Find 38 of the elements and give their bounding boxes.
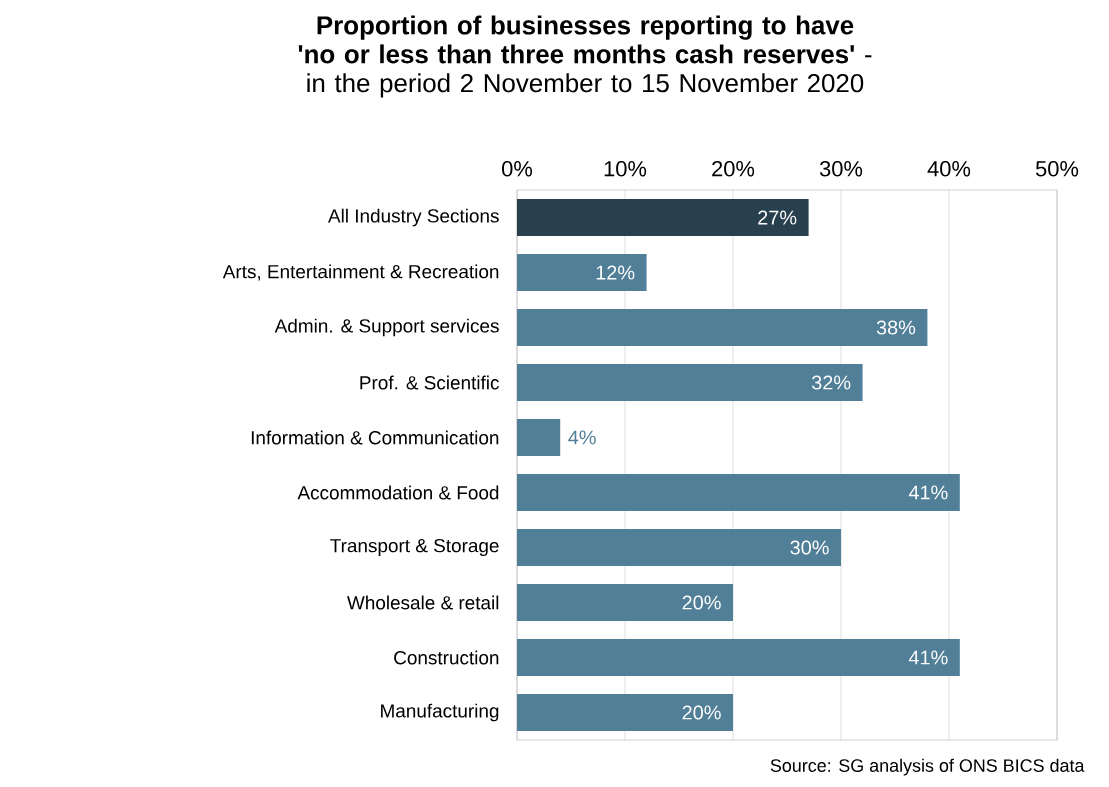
data-label: 30% bbox=[790, 540, 829, 555]
x-tick-label: 50% bbox=[1035, 160, 1079, 177]
data-label: 32% bbox=[811, 375, 851, 390]
data-label: 20% bbox=[682, 595, 721, 610]
x-tick-label: 0% bbox=[502, 160, 533, 177]
x-tick-label: 20% bbox=[712, 160, 755, 177]
data-label: 27% bbox=[758, 210, 797, 225]
y-tick-label: Accommodation & Food bbox=[297, 485, 499, 500]
chart-title: Proportion of businesses reporting to have 'no or less than three months cash reserves' - in the period 2 November to 15 November 2020 bbox=[298, 15, 872, 98]
bar bbox=[517, 474, 960, 511]
bar bbox=[517, 309, 928, 346]
data-label: 41% bbox=[908, 650, 948, 665]
bar bbox=[517, 419, 561, 456]
bar bbox=[517, 199, 809, 236]
y-tick-label: Information & Communication bbox=[251, 430, 499, 445]
bar bbox=[517, 694, 733, 732]
x-tick-label: 10% bbox=[604, 160, 647, 177]
y-tick-label: Wholesale & retail bbox=[347, 595, 499, 610]
bar bbox=[517, 639, 960, 676]
data-label: 12% bbox=[596, 265, 635, 280]
y-tick-label: Prof. & Scientific bbox=[360, 375, 499, 390]
bar bbox=[517, 529, 841, 566]
y-tick-label: Construction bbox=[394, 650, 499, 665]
y-tick-label: All Industry Sections bbox=[328, 208, 499, 227]
data-label: 4% bbox=[568, 430, 596, 445]
y-tick-label: Manufacturing bbox=[381, 703, 499, 722]
x-tick-label: 40% bbox=[927, 160, 971, 177]
x-tick-label: 30% bbox=[819, 160, 863, 177]
bar bbox=[517, 364, 863, 401]
source-note: Source: SG analysis of ONS BICS data bbox=[770, 758, 1085, 776]
y-tick-label: Transport & Storage bbox=[330, 538, 499, 557]
y-tick-label: Admin. & Support services bbox=[274, 318, 499, 337]
data-label: 41% bbox=[908, 485, 948, 500]
bar bbox=[517, 254, 647, 291]
y-tick-label: Arts, Entertainment & Recreation bbox=[222, 264, 499, 281]
data-label: 20% bbox=[682, 705, 721, 720]
data-label: 38% bbox=[876, 320, 916, 335]
bar bbox=[517, 584, 733, 621]
